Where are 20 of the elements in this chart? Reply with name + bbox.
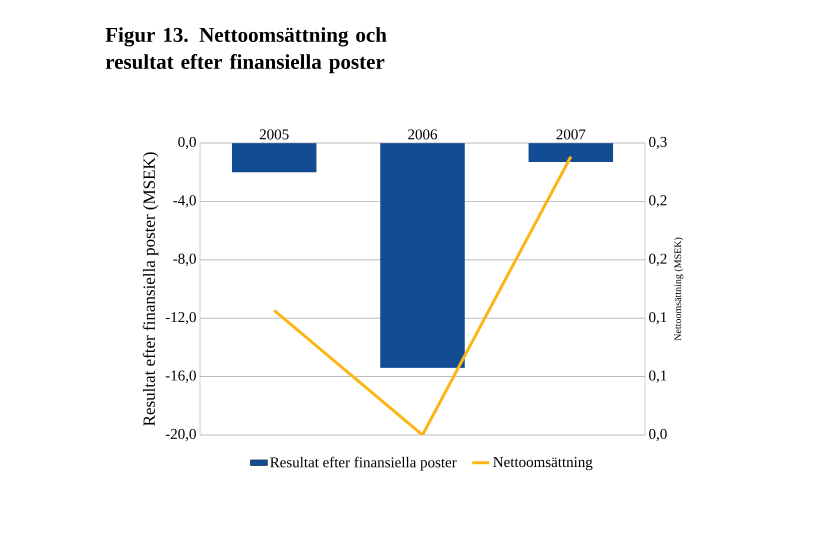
- y-tick-label: -12,0: [166, 312, 196, 324]
- y2-tick-label: 0,2: [649, 195, 666, 208]
- x-tick-label: 2005: [260, 129, 289, 140]
- chart-title: Figur 13. Nettoomsättning och resultat efter finansiella poster: [106, 27, 387, 74]
- y2-tick-label: 0,3: [649, 136, 667, 150]
- y-tick-label: 0,0: [178, 136, 196, 150]
- y-tick-label: -20,0: [166, 428, 196, 442]
- x-tick-label: 2007: [556, 129, 586, 140]
- x-tick-label: 2006: [408, 129, 438, 140]
- y2-tick-label: 0,1: [649, 370, 666, 383]
- y2-tick-label: 0,0: [649, 428, 667, 442]
- y-axis-title: Resultat efter finansiella poster (MSEK): [142, 152, 158, 426]
- y-tick-label: -16,0: [166, 370, 196, 383]
- y-tick-label: -4,0: [173, 195, 196, 208]
- y-tick-label: -8,0: [173, 254, 196, 266]
- y2-tick-label: 0,2: [649, 254, 666, 266]
- legend-label: Nettoomsättning: [493, 457, 592, 470]
- y2-axis-title: Nettoomsättning (MSEK): [674, 238, 684, 341]
- legend-label: Resultat efter finansiella poster: [270, 456, 457, 470]
- y2-tick-label: 0,1: [649, 312, 666, 324]
